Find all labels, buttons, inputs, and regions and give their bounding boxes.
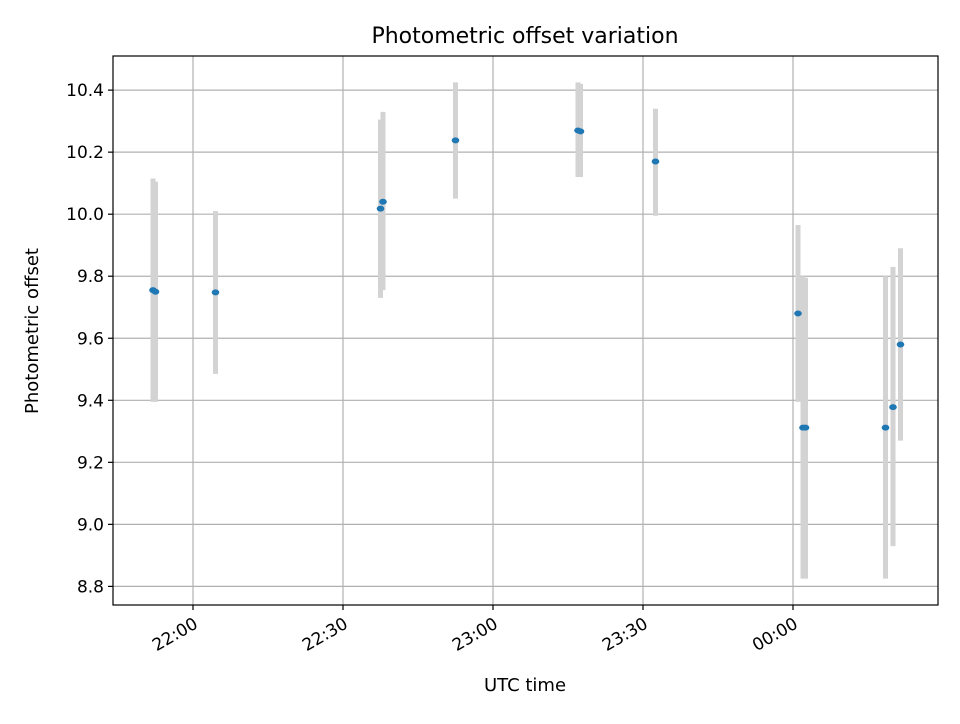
x-axis-label: UTC time xyxy=(484,675,566,696)
y-tick-label: 9.2 xyxy=(77,453,104,473)
y-tick-label: 9.6 xyxy=(77,329,104,349)
data-point xyxy=(651,158,660,165)
y-tick-label: 9.0 xyxy=(77,515,104,535)
y-axis-ticks: 8.8 9.0 9.2 9.4 9.6 9.8 10.0 10.2 10.4 xyxy=(66,81,113,597)
data-point xyxy=(881,424,890,431)
data-point xyxy=(896,341,905,348)
data-point xyxy=(451,137,460,144)
plot-frame xyxy=(112,55,939,606)
y-tick-label: 10.0 xyxy=(66,205,104,225)
plot-area xyxy=(113,56,938,605)
y-tick-label: 10.2 xyxy=(66,143,104,163)
y-tick-label: 10.4 xyxy=(66,81,104,101)
data-points xyxy=(149,127,905,431)
data-point xyxy=(151,288,160,295)
data-point xyxy=(794,310,802,317)
data-point xyxy=(889,404,897,411)
data-point xyxy=(576,128,585,135)
data-point xyxy=(801,424,810,431)
data-point xyxy=(376,205,385,212)
chart-title: Photometric offset variation xyxy=(371,24,678,49)
y-tick-label: 9.4 xyxy=(77,391,104,411)
data-point xyxy=(211,289,220,296)
y-axis-label: Photometric offset xyxy=(22,248,43,414)
y-tick-label: 8.8 xyxy=(77,577,104,597)
data-point xyxy=(379,198,387,205)
y-tick-label: 9.8 xyxy=(77,267,104,287)
